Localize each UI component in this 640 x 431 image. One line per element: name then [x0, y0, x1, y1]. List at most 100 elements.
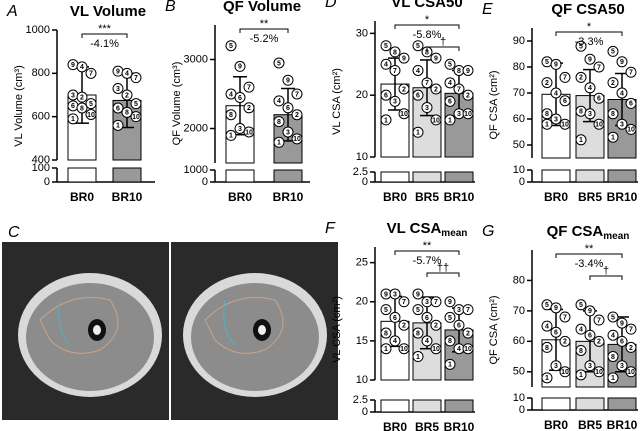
point-label: 2 — [579, 75, 583, 82]
point-label: 7 — [563, 75, 567, 82]
point-label: 9 — [116, 69, 120, 76]
data-point — [593, 314, 605, 326]
point-label: 5 — [384, 307, 388, 314]
point-label: 8 — [545, 345, 549, 352]
data-point — [389, 95, 401, 107]
y-tick-label: 10 — [513, 164, 525, 176]
title-main: VL CSA50 — [391, 0, 462, 11]
point-label: 9 — [554, 305, 558, 312]
point-label: 6 — [457, 323, 461, 330]
point-label: 10 — [595, 122, 603, 129]
title-main: VL CSA — [387, 220, 442, 237]
point-label: 7 — [629, 326, 633, 333]
significance: †† — [437, 262, 449, 274]
data-point — [462, 304, 474, 316]
point-label: 9 — [620, 59, 624, 66]
point-label: 4 — [457, 346, 461, 353]
data-point — [380, 327, 392, 339]
x-tick-label: BR0 — [544, 190, 568, 204]
data-point — [444, 114, 456, 126]
data-point — [121, 89, 133, 101]
data-point — [607, 329, 619, 341]
y-tick-label: 20 — [356, 89, 368, 101]
y-tick-label: 1000 — [184, 164, 208, 176]
point-label: 4 — [579, 326, 583, 333]
data-point — [607, 372, 619, 384]
y-tick-label: 70 — [513, 87, 525, 99]
data-point — [616, 335, 628, 347]
point-label: 3 — [620, 122, 624, 129]
point-label: 2 — [402, 86, 406, 93]
point-label: 8 — [545, 111, 549, 118]
point-label: 5 — [448, 315, 452, 322]
point-label: 2 — [466, 93, 470, 100]
data-point — [243, 102, 255, 114]
percent-change: -4.1% — [90, 38, 119, 50]
y-tick-label: 3000 — [184, 53, 208, 65]
panel-letter: G — [482, 223, 494, 240]
bar-base — [67, 167, 97, 183]
point-label: 6 — [384, 93, 388, 100]
point-label: 10 — [561, 122, 569, 129]
data-point — [225, 40, 237, 52]
point-label: 3 — [425, 105, 429, 112]
data-point — [584, 305, 596, 317]
point-label: 8 — [393, 49, 397, 56]
point-label: 4 — [277, 98, 281, 105]
point-label: 4 — [80, 64, 84, 71]
bar-base — [412, 399, 442, 413]
data-point — [575, 323, 587, 335]
title-main: QF CSA — [547, 223, 604, 240]
y-tick-label: 1000 — [26, 24, 50, 36]
data-point — [421, 311, 433, 323]
point-label: 7 — [434, 299, 438, 306]
y-tick-label: 60 — [513, 335, 525, 347]
bracket — [589, 275, 623, 280]
x-tick-label: BR10 — [607, 190, 638, 204]
y-tick-label: 60 — [513, 113, 525, 125]
point-label: 7 — [402, 299, 406, 306]
significance: † — [603, 265, 609, 277]
point-label: 10 — [627, 127, 635, 134]
x-tick-label: BR10 — [607, 418, 638, 431]
data-point — [593, 61, 605, 73]
point-label: 5 — [545, 59, 549, 66]
panel-letter: A — [6, 3, 18, 20]
data-point — [112, 83, 124, 94]
panel-letter: C — [8, 224, 20, 241]
point-label: 7 — [563, 314, 567, 321]
data-point — [559, 71, 571, 83]
data-point — [593, 118, 605, 130]
point-label: 1 — [71, 116, 75, 123]
point-label: 9 — [448, 299, 452, 306]
data-point — [559, 311, 571, 323]
bracket — [394, 24, 460, 29]
point-label: 4 — [620, 90, 624, 97]
data-point — [593, 366, 605, 378]
y-tick-label: 800 — [32, 67, 50, 79]
bracket — [426, 46, 460, 51]
point-label: 10 — [627, 369, 635, 376]
data-point — [76, 102, 88, 114]
percent-change: -5.8% — [413, 29, 442, 41]
data-point — [380, 304, 392, 316]
data-point — [550, 360, 562, 372]
point-label: 10 — [464, 111, 472, 118]
percent-change: -3.3% — [575, 36, 604, 48]
title-sub: mean — [441, 228, 467, 239]
x-tick-label: BR10 — [273, 190, 304, 204]
point-label: 9 — [238, 64, 242, 71]
data-point — [76, 91, 88, 103]
data-point — [421, 102, 433, 114]
point-label: 1 — [545, 375, 549, 382]
point-label: 3 — [554, 116, 558, 123]
data-point — [616, 87, 628, 99]
point-label: 3 — [588, 111, 592, 118]
point-label: 5 — [277, 60, 281, 67]
data-point — [412, 304, 424, 316]
data-point — [444, 311, 456, 323]
y-tick-label: 400 — [32, 154, 50, 166]
y-axis-label: VL CSA (cm²) — [331, 296, 343, 363]
point-label: 2 — [434, 323, 438, 330]
